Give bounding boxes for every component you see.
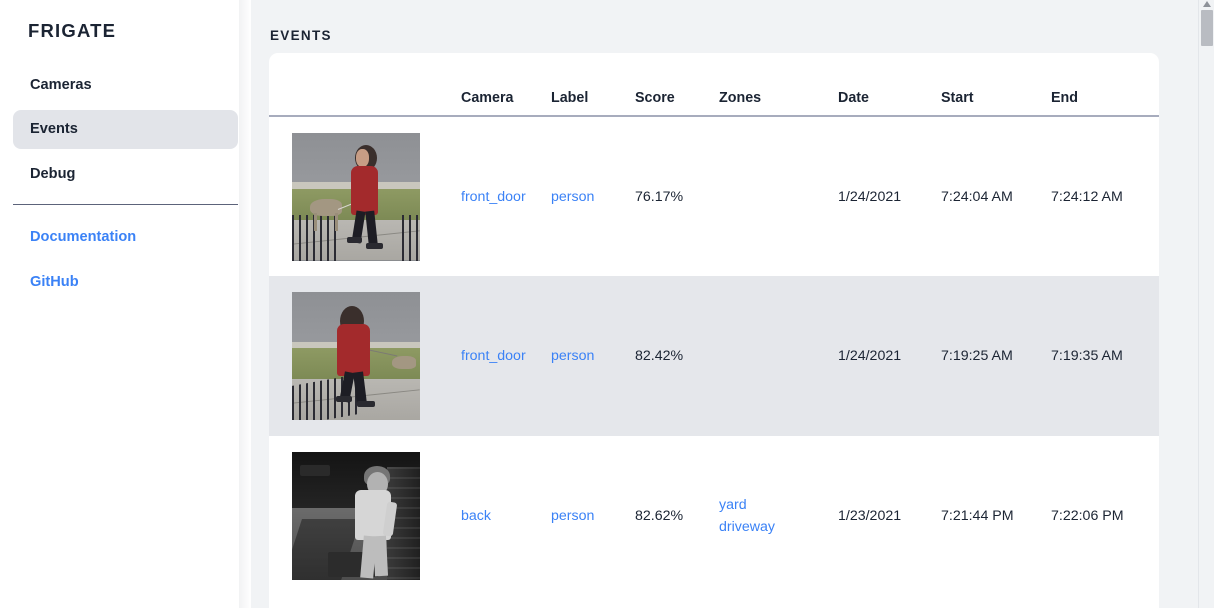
- detected-dog: [310, 198, 342, 216]
- event-label-link[interactable]: person: [551, 508, 595, 524]
- event-date-cell: 1/23/2021: [838, 508, 902, 524]
- event-date-cell: 1/24/2021: [838, 188, 902, 205]
- event-label-link[interactable]: person: [551, 188, 595, 205]
- sidebar-link-documentation[interactable]: Documentation: [30, 229, 137, 246]
- event-thumbnail-cell[interactable]: [269, 436, 443, 596]
- column-header-start[interactable]: Start: [941, 53, 1051, 117]
- event-score-cell: 82.62%: [635, 508, 684, 524]
- event-thumbnail-image[interactable]: [292, 452, 420, 580]
- event-end-cell: 7:22:06 PM: [1051, 508, 1124, 524]
- event-camera-cell: front_door: [443, 116, 551, 276]
- event-zones-cell: [719, 276, 838, 436]
- event-camera-link[interactable]: front_door: [461, 188, 526, 205]
- column-header-thumbnail: [269, 53, 443, 117]
- events-table-head: Camera Label Score Zones Date Start End: [269, 53, 1159, 117]
- main-content: EVENTS Camera Label Score Zones Date Sta…: [251, 0, 1214, 608]
- dog-leg: [314, 212, 317, 231]
- person-shoe: [347, 236, 362, 243]
- event-date-cell: 1/24/2021: [838, 348, 902, 364]
- sidebar-divider: [13, 204, 238, 206]
- event-zone-link[interactable]: driveway: [719, 519, 775, 535]
- column-header-end[interactable]: End: [1051, 53, 1159, 117]
- person-coat: [351, 165, 378, 215]
- person-shoe: [336, 396, 352, 402]
- event-thumbnail-cell[interactable]: [269, 276, 443, 436]
- events-table: Camera Label Score Zones Date Start End: [269, 53, 1159, 596]
- event-thumbnail-cell[interactable]: [269, 116, 443, 276]
- dog-leg: [335, 212, 338, 231]
- detected-dog: [392, 356, 416, 369]
- triangle-up-icon[interactable]: [1203, 1, 1211, 7]
- column-header-date[interactable]: Date: [838, 53, 941, 117]
- sidebar-link-github[interactable]: GitHub: [30, 273, 79, 290]
- column-header-score[interactable]: Score: [635, 53, 719, 117]
- event-end-cell: 7:19:35 AM: [1051, 348, 1123, 364]
- sidebar-item-cameras[interactable]: Cameras: [30, 76, 92, 93]
- sidebar-external-links: Documentation GitHub: [0, 218, 251, 301]
- table-row[interactable]: back person 82.62% yard driveway 1/23/20…: [269, 436, 1159, 596]
- events-table-body: front_door person 76.17% 1/24/2021 7:24:…: [269, 116, 1159, 596]
- page-scrollbar[interactable]: [1198, 0, 1214, 608]
- event-start-cell: 7:19:25 AM: [941, 348, 1013, 364]
- scene-railing-right: [402, 214, 420, 261]
- event-score-cell: 76.17%: [635, 188, 684, 205]
- event-zones-cell: [719, 116, 838, 276]
- event-end-cell: 7:24:12 AM: [1051, 188, 1123, 205]
- event-thumbnail-image[interactable]: [292, 132, 420, 261]
- column-header-label[interactable]: Label: [551, 53, 635, 117]
- event-label-cell: person: [551, 436, 635, 596]
- event-start-cell: 7:21:44 PM: [941, 508, 1014, 524]
- event-zone-link[interactable]: yard: [719, 497, 747, 513]
- scene-night-object: [299, 464, 331, 477]
- event-start-cell: 7:24:04 AM: [941, 188, 1013, 205]
- events-table-header-row: Camera Label Score Zones Date Start End: [269, 53, 1159, 117]
- event-label-cell: person: [551, 116, 635, 276]
- event-camera-link[interactable]: back: [461, 508, 491, 524]
- event-label-cell: person: [551, 276, 635, 436]
- event-zones-cell: yard driveway: [719, 436, 838, 596]
- person-shoe: [357, 401, 375, 407]
- sidebar-nav: Cameras Events Debug: [0, 66, 251, 193]
- event-thumbnail-image[interactable]: [292, 292, 420, 420]
- person-pants: [372, 535, 389, 577]
- camera-timestamp-overlay: [330, 453, 335, 464]
- event-camera-cell: back: [443, 436, 551, 596]
- app-brand-title: FRIGATE: [28, 20, 117, 41]
- person-coat: [337, 324, 370, 376]
- event-camera-cell: front_door: [443, 276, 551, 436]
- table-row[interactable]: front_door person 76.17% 1/24/2021 7:24:…: [269, 116, 1159, 276]
- sidebar-item-debug[interactable]: Debug: [30, 165, 76, 182]
- event-label-link[interactable]: person: [551, 348, 595, 364]
- column-header-camera[interactable]: Camera: [443, 53, 551, 117]
- events-card: Camera Label Score Zones Date Start End: [269, 53, 1159, 608]
- sidebar-item-events[interactable]: Events: [13, 110, 238, 149]
- event-camera-link[interactable]: front_door: [461, 348, 526, 364]
- table-row[interactable]: front_door person 82.42% 1/24/2021 7:19:…: [269, 276, 1159, 436]
- event-score-cell: 82.42%: [635, 348, 684, 364]
- column-header-zones[interactable]: Zones: [719, 53, 838, 117]
- sidebar: FRIGATE Cameras Events Debug Documentati…: [0, 0, 251, 608]
- person-shoe: [366, 242, 383, 249]
- page-title: EVENTS: [270, 28, 332, 44]
- scrollbar-thumb[interactable]: [1201, 10, 1213, 46]
- person-face: [356, 148, 369, 167]
